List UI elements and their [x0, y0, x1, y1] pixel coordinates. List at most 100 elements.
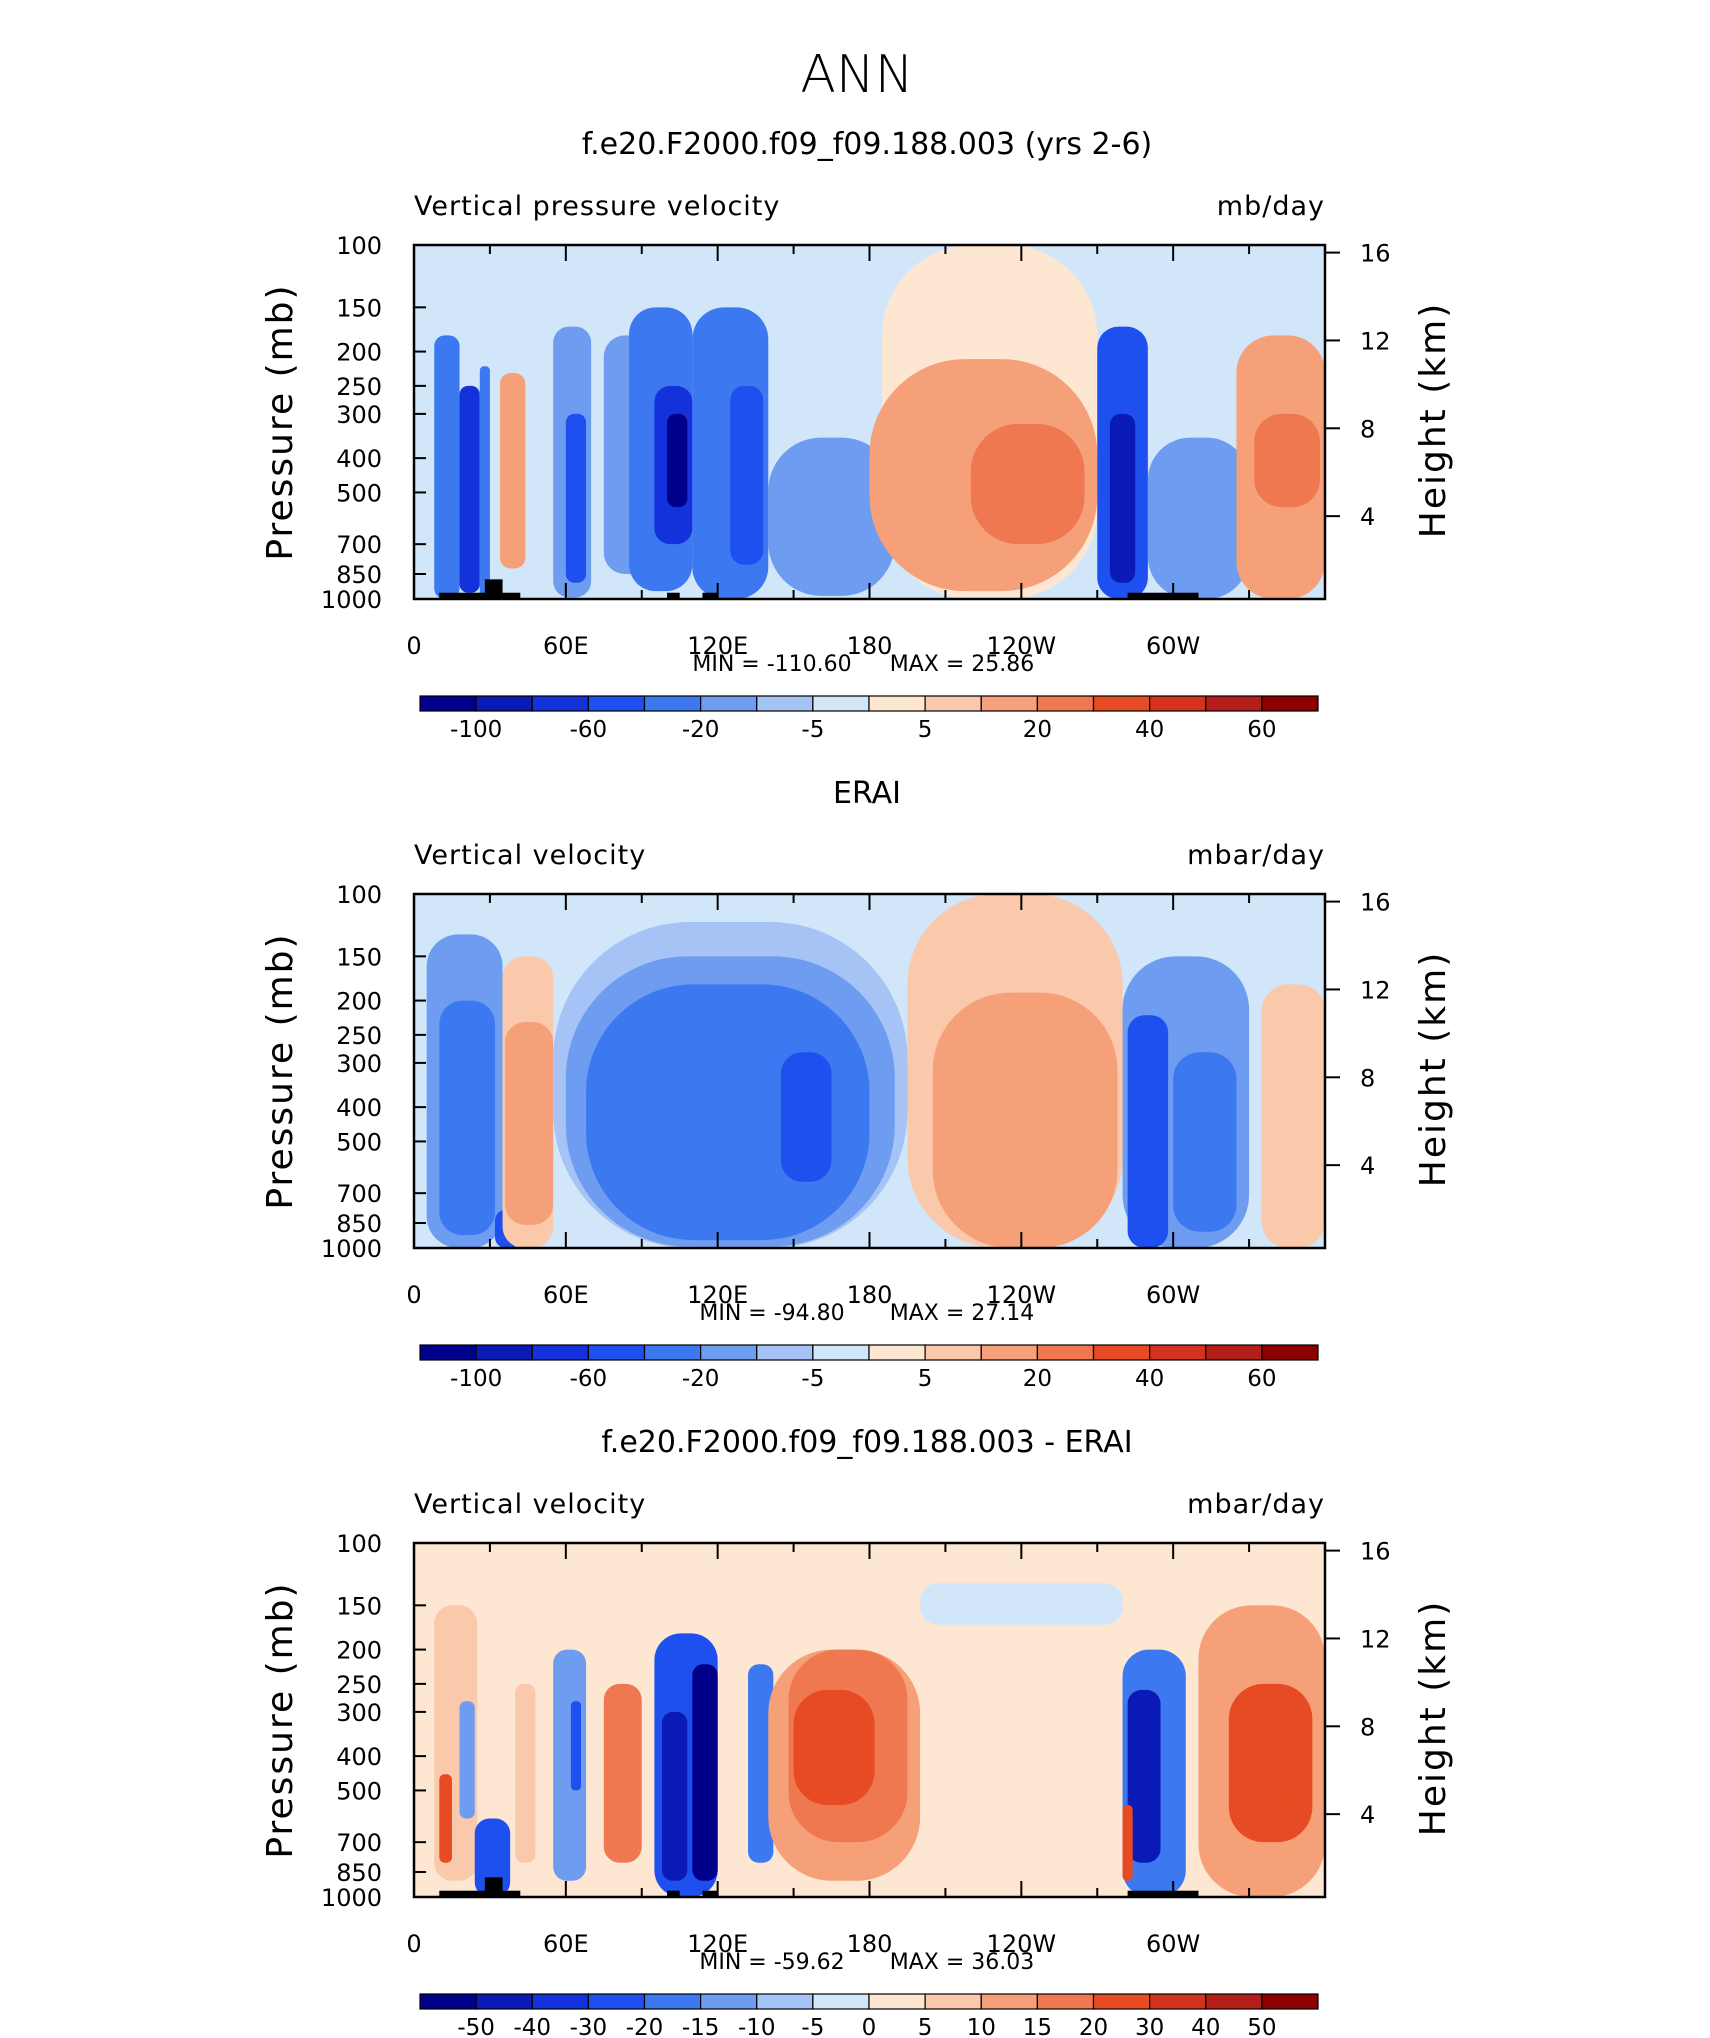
variable-label: Vertical pressure velocity	[414, 191, 780, 222]
colorbar-label: -100	[450, 717, 502, 743]
colorbar-label: -5	[801, 2015, 824, 2038]
colorbar-label: -60	[570, 1366, 608, 1392]
y-tick-label: 100	[336, 232, 382, 260]
y-tick-label: 200	[336, 988, 382, 1016]
colorbar-swatch	[980, 695, 1038, 712]
colorbar-label: 60	[1247, 1366, 1276, 1392]
land-mask	[1127, 1890, 1199, 1897]
colorbar-swatch	[1261, 1344, 1319, 1361]
colorbar-label: 40	[1191, 2015, 1220, 2038]
colorbar-swatch	[700, 1993, 758, 2010]
x-tick-label: 60E	[543, 632, 589, 660]
colorbar-swatch	[868, 1344, 926, 1361]
y-tick-label: 1000	[321, 1235, 382, 1263]
contour-region	[505, 1022, 554, 1225]
contour-region	[1127, 1015, 1169, 1248]
y-tick-label: 400	[336, 1094, 382, 1122]
y-tick-label: 100	[336, 1530, 382, 1558]
max-label: MAX = 36.03	[890, 1950, 1035, 1975]
land-mask	[484, 579, 503, 599]
variable-label: Vertical velocity	[414, 840, 646, 871]
x-tick-label: 120E	[687, 632, 748, 660]
colorbar-swatch	[1036, 695, 1095, 712]
x-tick-label: 120W	[987, 632, 1057, 660]
height-axis-title: Height (km)	[1413, 1600, 1454, 1836]
land-mask	[667, 592, 680, 599]
contour-region	[515, 1683, 536, 1863]
y-tick-label: 700	[336, 531, 382, 559]
contour-region	[603, 1683, 642, 1863]
colorbar-label: 20	[1079, 2015, 1108, 2038]
contour-region	[1147, 437, 1250, 599]
y-tick-label: 100	[336, 881, 382, 909]
y-tick-label: 850	[336, 561, 382, 589]
y-tick-label: 150	[336, 1592, 382, 1620]
colorbar-swatch	[1092, 1344, 1151, 1361]
contour-field	[414, 1543, 1325, 1897]
contour-region	[1109, 413, 1136, 583]
y-tick-label: 700	[336, 1180, 382, 1208]
contour-region	[793, 1689, 875, 1806]
height-tick-label: 4	[1360, 503, 1375, 531]
y-tick-label: 250	[336, 1671, 382, 1699]
x-tick-label: 180	[847, 1930, 893, 1958]
height-tick-label: 8	[1360, 1064, 1375, 1092]
contour-region	[1127, 1689, 1161, 1863]
colorbar-label: -5	[801, 717, 824, 743]
y-tick-label: 500	[336, 1128, 382, 1156]
colorbar-swatch	[756, 1344, 814, 1361]
x-tick-label: 60E	[543, 1930, 589, 1958]
y-tick-label: 300	[336, 1050, 382, 1078]
contour-region	[730, 385, 764, 565]
x-tick-label: 60W	[1146, 1281, 1200, 1309]
land-mask	[702, 592, 718, 599]
colorbar-label: 40	[1135, 1366, 1164, 1392]
contour-region	[667, 413, 688, 508]
colorbar-swatch	[1205, 1993, 1263, 2010]
contour-region	[439, 1000, 495, 1236]
x-tick-label: 0	[406, 1281, 421, 1309]
chart-panel-1: f.e20.F2000.f09_f09.188.003 (yrs 2-6) Ver…	[260, 127, 1454, 743]
y-tick-label: 150	[336, 294, 382, 322]
y-tick-label: 250	[336, 373, 382, 401]
colorbar-swatch	[924, 1344, 982, 1361]
contour-region	[996, 1052, 1118, 1194]
land-mask	[439, 1890, 521, 1897]
y-tick-label: 850	[336, 1210, 382, 1238]
contour-region	[780, 1052, 832, 1182]
colorbar-swatch	[643, 1344, 702, 1361]
contour-region	[1249, 1711, 1300, 1806]
colorbar-swatch	[419, 695, 477, 712]
height-axis-title: Height (km)	[1413, 302, 1454, 538]
colorbar-label: 60	[1247, 717, 1276, 743]
y-tick-label: 500	[336, 1777, 382, 1805]
colorbar-swatch	[531, 1344, 589, 1361]
colorbar-swatch	[587, 695, 646, 712]
y-tick-label: 850	[336, 1859, 382, 1887]
contour-region	[459, 385, 480, 593]
x-tick-label: 0	[406, 1930, 421, 1958]
colorbar: -100 -60 -20 -5 5 20 40 60	[419, 1344, 1319, 1392]
height-tick-label: 4	[1360, 1152, 1375, 1180]
height-tick-label: 12	[1360, 327, 1391, 355]
contour-region	[748, 1664, 774, 1863]
contour-region	[1122, 1805, 1133, 1881]
contour-region	[434, 335, 460, 599]
colorbar-label: 15	[1023, 2015, 1052, 2038]
colorbar-label: 10	[967, 2015, 996, 2038]
colorbar-label: 40	[1135, 717, 1164, 743]
x-tick-label: 0	[406, 632, 421, 660]
x-tick-label: 120E	[687, 1281, 748, 1309]
contour-region	[970, 423, 1085, 545]
pressure-axis-title: Pressure (mb)	[260, 283, 301, 560]
colorbar-swatch	[531, 1993, 589, 2010]
colorbar-swatch	[924, 1993, 982, 2010]
colorbar-swatch	[700, 695, 758, 712]
x-tick-label: 120E	[687, 1930, 748, 1958]
colorbar-label: -50	[457, 2015, 495, 2038]
min-label: MIN = -110.60	[692, 652, 851, 677]
contour-region	[500, 373, 526, 569]
colorbar-swatch	[924, 695, 982, 712]
colorbar: -100 -60 -20 -5 5 20 40 60	[419, 695, 1319, 743]
colorbar-swatch	[1261, 1993, 1319, 2010]
